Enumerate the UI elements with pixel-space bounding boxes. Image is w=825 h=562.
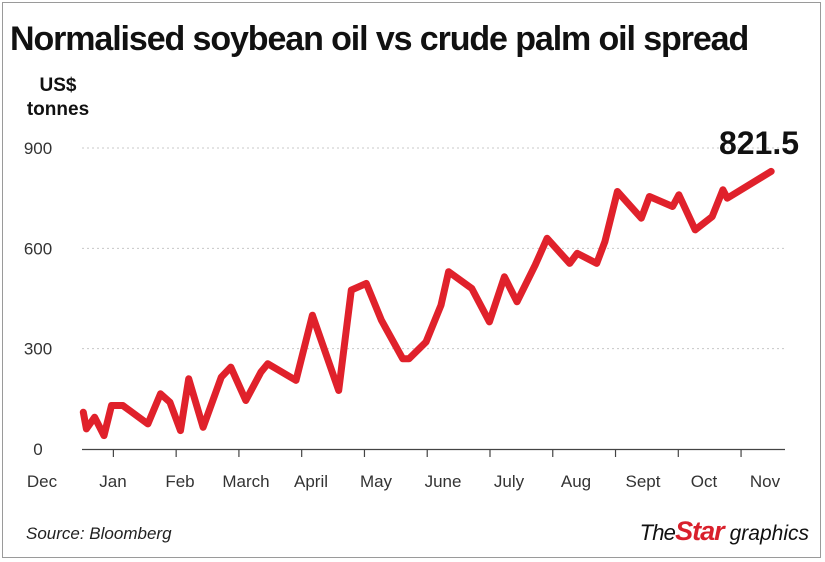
y-tick-label-900: 900 (24, 139, 52, 158)
brand-the: The (639, 520, 676, 545)
x-tick-label-jan: Jan (99, 472, 126, 491)
x-tick-label-may: May (360, 472, 393, 491)
series-line-0 (79, 167, 775, 440)
series-layer (79, 167, 775, 440)
x-tick-label-nov: Nov (750, 472, 781, 491)
x-tick-label-july: July (494, 472, 525, 491)
brand-star: Star (675, 516, 725, 546)
x-tick-label-march: March (222, 472, 269, 491)
y-tick-label-600: 600 (24, 239, 52, 258)
x-tick-label-oct: Oct (691, 472, 718, 491)
y-tick-label-0: 0 (33, 440, 42, 459)
x-axis: Dec Jan Feb March April May June July Aug Sept Oct… (27, 448, 785, 491)
x-tick-label-sept: Sept (626, 472, 661, 491)
x-tick-label-dec: Dec (27, 472, 58, 491)
y-tick-label-300: 300 (24, 340, 52, 359)
y-axis-unit-label: US$ tonnes (24, 74, 92, 122)
chart-title: Normalised soybean oil vs crude palm oil… (10, 20, 749, 58)
y-axis-ticks: 0 300 600 900 (24, 139, 52, 459)
x-tick-label-aug: Aug (561, 472, 591, 491)
last-value-label: 821.5 (719, 125, 799, 161)
y-axis-unit-currency: US$ (39, 75, 77, 96)
brand-graphics: graphics (729, 522, 809, 545)
brand-logo: The Star graphics (640, 516, 809, 547)
x-tick-label-june: June (425, 472, 462, 491)
gridlines (82, 147, 785, 350)
x-tick-label-feb: Feb (165, 472, 194, 491)
data-labels: 821.5 (719, 125, 799, 161)
source-note: Source: Bloomberg (26, 524, 172, 543)
x-tick-label-april: April (294, 472, 328, 491)
y-axis-unit-measure: tonnes (26, 99, 90, 120)
